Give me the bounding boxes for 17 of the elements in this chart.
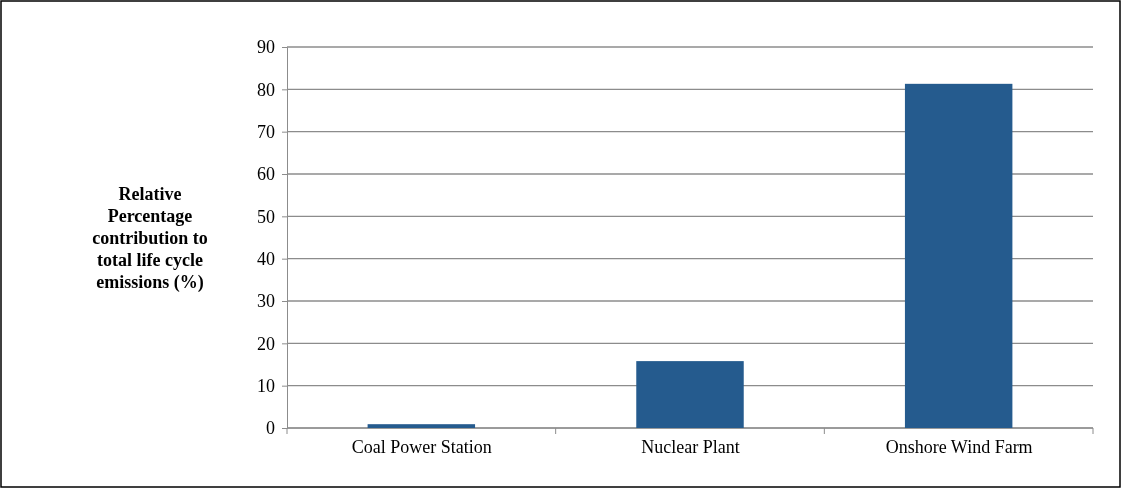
- bar: [367, 424, 476, 428]
- y-tick-label: 10: [257, 375, 275, 396]
- x-tick-label: Onshore Wind Farm: [885, 437, 1033, 457]
- y-tick-label: 90: [257, 37, 275, 58]
- y-tick-label: 30: [257, 291, 275, 312]
- y-tick-label: 20: [257, 333, 275, 354]
- x-tick-label: Coal Power Station: [351, 437, 492, 457]
- x-tick-label: Nuclear Plant: [641, 437, 740, 457]
- y-tick-label: 70: [257, 121, 275, 142]
- y-tick-label: 40: [257, 248, 275, 269]
- y-tick-label: 50: [257, 206, 275, 227]
- y-axis-title: Relative Percentage contribution to total life cycle emissions (%): [92, 183, 208, 293]
- bar: [636, 361, 744, 428]
- y-tick-label: 60: [257, 164, 275, 185]
- y-tick-label: 80: [257, 79, 275, 100]
- y-tick-label: 0: [266, 418, 275, 439]
- bar: [904, 83, 1013, 428]
